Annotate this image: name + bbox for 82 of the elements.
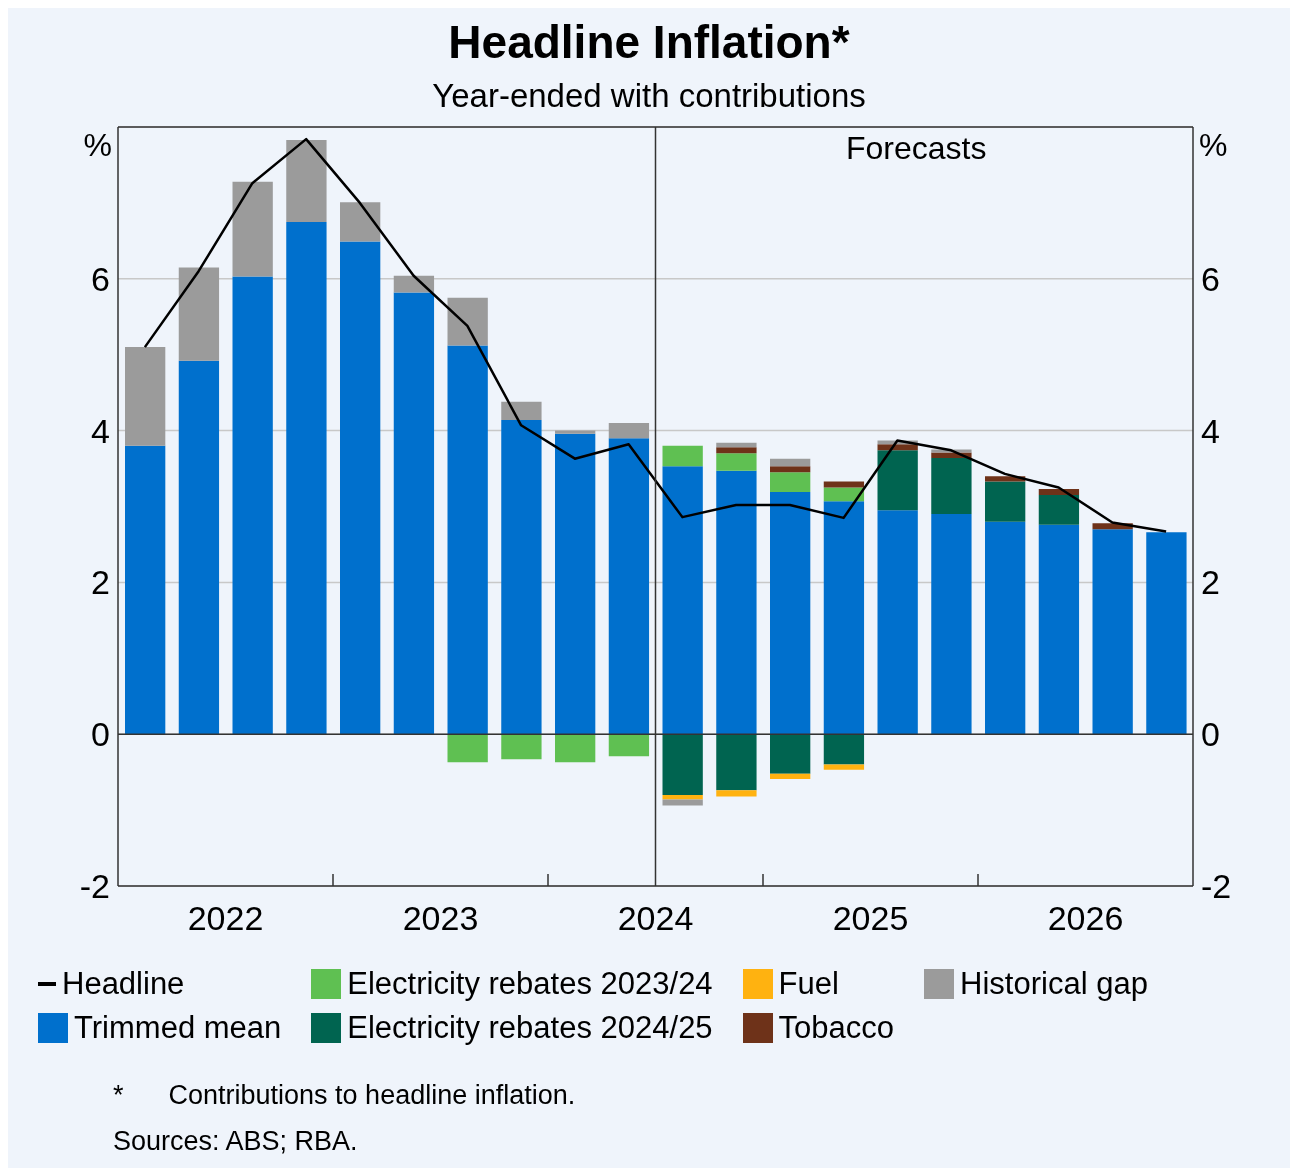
bar	[1146, 532, 1187, 735]
y-tick-label: 6	[91, 259, 110, 298]
bar	[340, 241, 381, 735]
bar	[770, 458, 811, 467]
bar	[770, 492, 811, 735]
bar	[501, 734, 542, 760]
bar	[340, 202, 381, 242]
bar	[716, 453, 757, 471]
line-series	[143, 137, 1168, 533]
bar	[178, 267, 220, 361]
bar	[1038, 495, 1080, 525]
bar	[662, 734, 703, 795]
bar	[125, 347, 166, 446]
bar	[393, 292, 435, 735]
bar	[931, 514, 972, 735]
bar	[178, 360, 220, 735]
x-tick-label: 2025	[832, 899, 909, 937]
bar	[232, 181, 273, 277]
legend-label: Fuel	[778, 966, 839, 1002]
bar	[232, 276, 273, 735]
y2-tick-label: -2	[1201, 867, 1232, 906]
bar	[555, 430, 596, 434]
bar	[716, 470, 757, 735]
y-tick-label: 0	[91, 715, 110, 754]
bar	[931, 457, 972, 515]
bar	[662, 445, 703, 467]
x-tick-label: 2022	[187, 899, 264, 937]
bar	[662, 799, 703, 806]
y2-tick-label: 6	[1201, 259, 1220, 298]
y-tick-label: -2	[79, 867, 110, 906]
y-tick-label: 4	[91, 411, 110, 450]
bar	[877, 510, 918, 735]
x-tick-label: 2024	[617, 899, 694, 937]
legend-label: Electricity rebates 2024/25	[347, 1010, 713, 1046]
bar	[286, 221, 327, 735]
bar	[608, 423, 650, 439]
x-tick-label: 2026	[1047, 899, 1124, 937]
bar	[555, 433, 596, 735]
legend-label: Historical gap	[960, 966, 1148, 1002]
bar	[985, 481, 1026, 522]
bar	[286, 139, 327, 222]
bar	[662, 466, 703, 735]
bar	[985, 521, 1026, 735]
text: * Contributions to headline inflation.	[113, 1079, 577, 1112]
bar	[716, 734, 757, 791]
bar	[823, 501, 865, 735]
y2-tick-label: 2	[1201, 563, 1220, 602]
legend-label: Trimmed mean	[74, 1010, 282, 1046]
y-tick-label: 2	[91, 563, 110, 602]
bar	[770, 734, 811, 774]
bar	[770, 466, 811, 473]
chart-subtitle: Year-ended with contributions	[431, 76, 867, 116]
bar	[770, 472, 811, 493]
x-tick-label: 2023	[402, 899, 479, 937]
source-note: Sources: ABS; RBA.	[113, 1125, 359, 1158]
bar	[555, 734, 596, 763]
bar	[716, 447, 757, 454]
y2-tick-label: 4	[1201, 411, 1220, 450]
bar	[501, 419, 542, 735]
bar	[1038, 524, 1080, 735]
bar	[447, 297, 488, 346]
bar	[823, 734, 865, 765]
bar	[1092, 529, 1133, 735]
legend-label: Headline	[62, 966, 185, 1002]
bar	[770, 773, 811, 779]
bar	[125, 445, 166, 735]
bar	[447, 734, 488, 763]
bar	[447, 345, 488, 735]
chart-title: Headline Inflation*	[447, 15, 851, 70]
legend-label: Tobacco	[778, 1010, 895, 1046]
y2-tick-label: 0	[1201, 715, 1220, 754]
y-axis-title: %	[83, 126, 112, 163]
bar	[716, 790, 757, 797]
bar	[608, 734, 650, 757]
bar	[608, 438, 650, 735]
y2-axis-title: %	[1199, 126, 1228, 163]
legend-label: Electricity rebates 2023/24	[347, 966, 713, 1002]
bar	[823, 764, 865, 770]
bar	[823, 481, 865, 488]
bar	[501, 401, 542, 420]
bar	[877, 450, 918, 511]
annotation: Forecasts	[846, 130, 987, 167]
